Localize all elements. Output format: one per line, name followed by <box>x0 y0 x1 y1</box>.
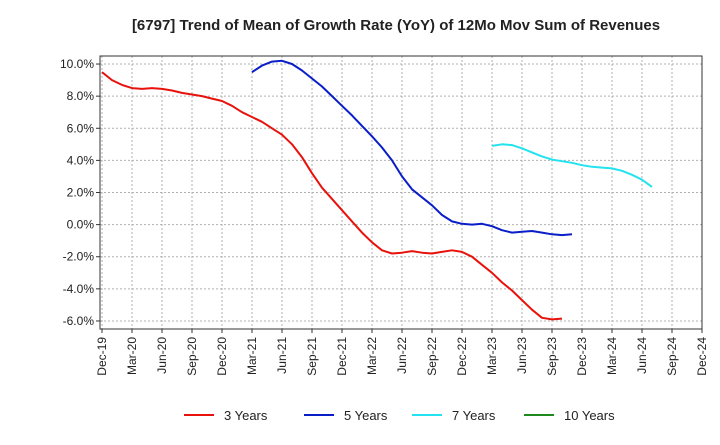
legend-label: 10 Years <box>564 408 615 423</box>
x-tick-label: Dec-20 <box>215 337 229 376</box>
series-line-5-years <box>251 59 573 237</box>
x-tick-label: Sep-23 <box>545 337 559 376</box>
legend-label: 5 Years <box>344 408 388 423</box>
x-tick-label: Jun-24 <box>635 337 649 374</box>
x-tick-label: Mar-23 <box>485 337 499 375</box>
x-tick-label: Dec-23 <box>575 337 589 376</box>
x-tick-label: Dec-22 <box>455 337 469 376</box>
y-tick-label: -6.0% <box>63 314 95 328</box>
x-tick-label: Jun-21 <box>275 337 289 374</box>
chart-title: [6797] Trend of Mean of Growth Rate (YoY… <box>132 17 660 34</box>
x-tick-label: Dec-24 <box>695 337 709 376</box>
series-line-3-years <box>101 71 563 321</box>
x-tick-label: Mar-20 <box>125 337 139 375</box>
x-tick-label: Sep-22 <box>425 337 439 376</box>
y-axis: -6.0% -4.0% -2.0% 0.0% 2.0% 4.0% 6.0% 8.0% 10.0% <box>60 57 100 328</box>
x-tick-label: Sep-24 <box>665 337 679 376</box>
grid-layer <box>100 56 703 329</box>
y-tick-label: 8.0% <box>67 89 95 103</box>
y-tick-label: -2.0% <box>63 250 95 264</box>
y-tick-label: 0.0% <box>67 218 95 232</box>
series-line-7-years <box>491 143 653 188</box>
x-tick-label: Mar-21 <box>245 337 259 375</box>
legend-label: 7 Years <box>452 408 496 423</box>
x-tick-label: Mar-22 <box>365 337 379 375</box>
x-axis: Dec-19 Mar-20 Jun-20 Sep-20 Dec-20 Mar-21 Jun-… <box>95 329 709 376</box>
legend: 3 Years 5 Years 7 Years 10 Years <box>184 408 615 423</box>
y-tick-label: 10.0% <box>60 57 94 71</box>
x-tick-label: Dec-21 <box>335 337 349 376</box>
x-tick-label: Sep-20 <box>185 337 199 376</box>
x-tick-label: Dec-19 <box>95 337 109 376</box>
series-layer <box>101 59 653 321</box>
y-tick-label: 6.0% <box>67 121 95 135</box>
y-tick-label: -4.0% <box>63 282 95 296</box>
y-tick-label: 2.0% <box>67 186 95 200</box>
x-tick-label: Jun-22 <box>395 337 409 374</box>
x-tick-label: Sep-21 <box>305 337 319 376</box>
x-tick-label: Jun-23 <box>515 337 529 374</box>
x-tick-label: Mar-24 <box>605 337 619 375</box>
y-tick-label: 4.0% <box>67 153 95 167</box>
x-tick-label: Jun-20 <box>155 337 169 374</box>
legend-label: 3 Years <box>224 408 268 423</box>
